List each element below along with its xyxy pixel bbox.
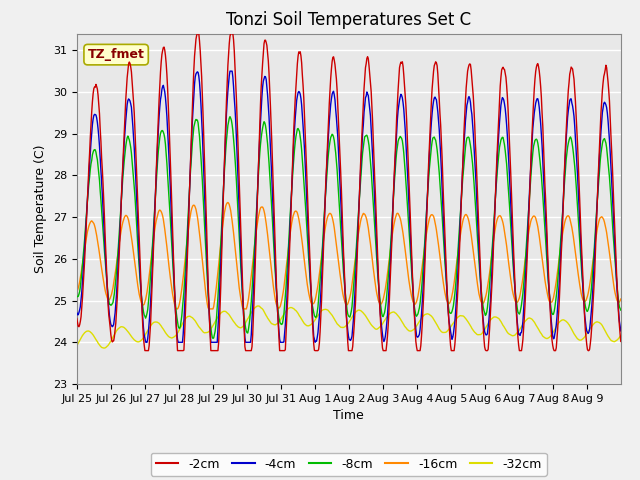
X-axis label: Time: Time [333,409,364,422]
Text: TZ_fmet: TZ_fmet [88,48,145,61]
Legend: -2cm, -4cm, -8cm, -16cm, -32cm: -2cm, -4cm, -8cm, -16cm, -32cm [151,453,547,476]
Y-axis label: Soil Temperature (C): Soil Temperature (C) [35,144,47,273]
Title: Tonzi Soil Temperatures Set C: Tonzi Soil Temperatures Set C [226,11,472,29]
